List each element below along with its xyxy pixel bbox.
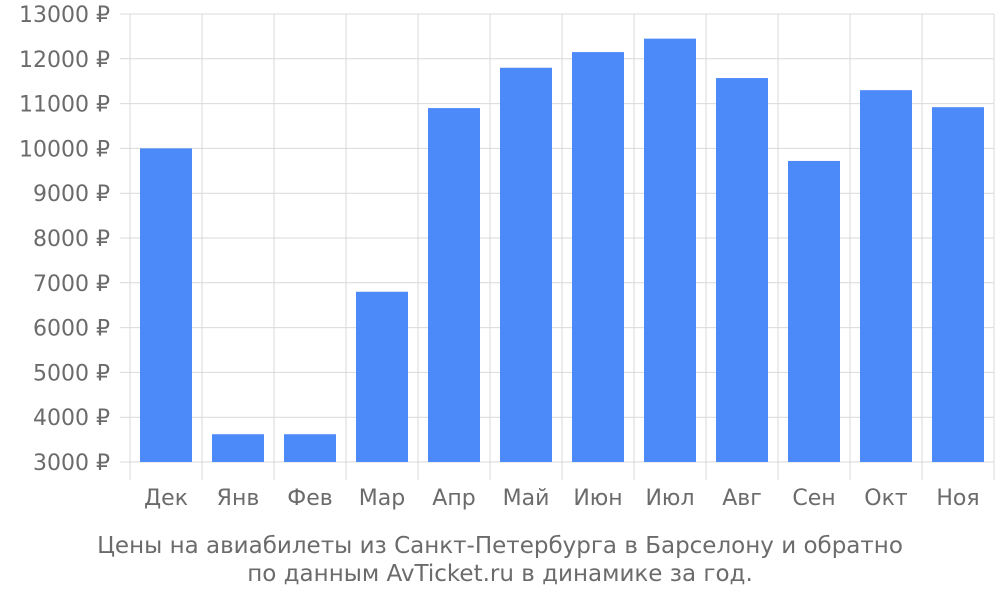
x-tick-label: Дек — [144, 486, 188, 511]
x-tick-label: Фев — [287, 486, 332, 511]
x-tick-label: Янв — [217, 486, 260, 511]
y-tick-label: 3000 ₽ — [33, 451, 110, 476]
bar — [572, 52, 624, 463]
x-tick-label: Авг — [722, 486, 762, 511]
bar — [356, 291, 408, 462]
y-tick-label: 7000 ₽ — [33, 272, 110, 297]
y-tick-label: 12000 ₽ — [19, 48, 110, 73]
bar — [212, 434, 264, 462]
bar — [284, 434, 336, 462]
bars — [140, 38, 984, 463]
bar — [932, 107, 984, 463]
x-tick-label: Сен — [792, 486, 835, 511]
grid — [120, 13, 995, 480]
x-tick-label: Июн — [573, 486, 622, 511]
caption-line-2: по данным AvTicket.ru в динамике за год. — [247, 561, 753, 587]
x-tick-label: Май — [503, 486, 550, 511]
bar — [788, 160, 840, 462]
x-tick-label: Окт — [864, 486, 908, 511]
bar — [860, 90, 912, 462]
y-tick-label: 10000 ₽ — [19, 137, 110, 162]
y-tick-label: 5000 ₽ — [33, 361, 110, 386]
bar — [140, 148, 192, 462]
y-tick-label: 11000 ₽ — [19, 93, 110, 118]
y-tick-label: 9000 ₽ — [33, 182, 110, 207]
chart-caption: Цены на авиабилеты из Санкт-Петербурга в… — [0, 532, 1000, 588]
bar — [716, 78, 768, 463]
y-tick-label: 6000 ₽ — [33, 317, 110, 342]
bar — [500, 67, 552, 462]
x-tick-label: Июл — [645, 486, 694, 511]
y-tick-label: 13000 ₽ — [19, 3, 110, 28]
caption-line-1: Цены на авиабилеты из Санкт-Петербурга в… — [97, 533, 903, 559]
x-axis-ticks: Дек Янв Фев Мар Апр Май Июн Июл Авг Сен Окт Ноя — [144, 486, 980, 511]
x-tick-label: Ноя — [936, 486, 979, 511]
y-tick-label: 4000 ₽ — [33, 406, 110, 431]
x-tick-label: Апр — [432, 486, 475, 511]
bar — [428, 108, 480, 462]
bar — [644, 38, 696, 462]
y-tick-label: 8000 ₽ — [33, 227, 110, 252]
x-tick-label: Мар — [359, 486, 405, 511]
y-axis-ticks: 3000 ₽ 4000 ₽ 5000 ₽ 6000 ₽ 7000 ₽ 8000 ₽ 9000… — [19, 3, 110, 476]
